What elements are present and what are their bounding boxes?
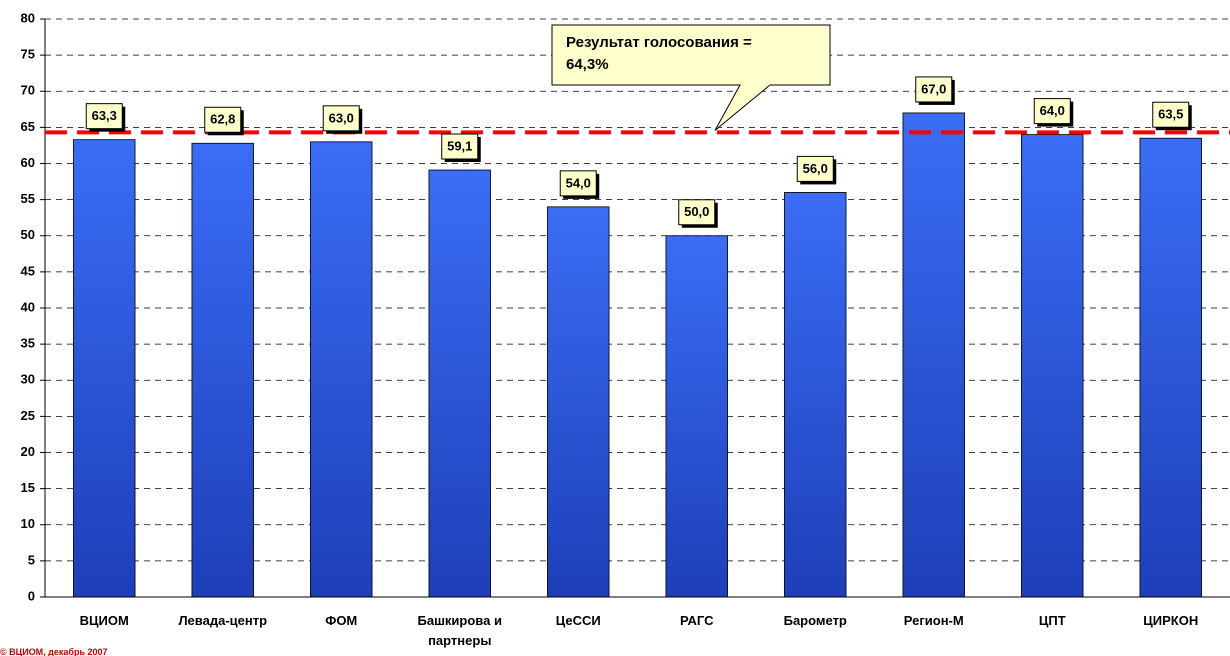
x-tick-label: Башкирова и партнеры — [417, 613, 502, 648]
y-tick-label: 80 — [21, 10, 35, 25]
source-note: © ВЦИОМ, декабрь 2007 — [0, 647, 108, 656]
x-tick-label: ФОМ — [325, 613, 358, 628]
y-tick-label: 75 — [21, 47, 35, 62]
x-tick-label: Барометр — [783, 613, 847, 628]
label-box — [441, 133, 479, 160]
x-tick-label: Левада-центр — [178, 613, 268, 628]
label-box — [915, 76, 953, 103]
y-tick-label: 45 — [21, 263, 35, 278]
y-tick-label: 55 — [21, 191, 35, 206]
y-tick-label: 25 — [21, 408, 35, 423]
x-tick-label: Регион-М — [903, 613, 964, 628]
bar — [73, 139, 136, 598]
bar — [547, 206, 610, 598]
bar — [665, 235, 728, 598]
label-box — [204, 106, 242, 133]
label-box — [1152, 101, 1190, 128]
y-tick-label: 10 — [21, 516, 35, 531]
y-tick-label: 5 — [28, 552, 35, 567]
callout-text: Результат голосования = — [566, 34, 752, 51]
y-tick-label: 65 — [21, 119, 35, 134]
y-tick-label: 30 — [21, 372, 35, 387]
x-tick-label: РАГС — [679, 613, 714, 628]
y-tick-label: 0 — [28, 588, 35, 603]
label-box — [85, 103, 123, 130]
data-label: 63,3 — [92, 108, 117, 123]
y-tick-label: 50 — [21, 227, 35, 242]
data-label: 64,0 — [1040, 103, 1065, 118]
x-tick-label: ВЦИОМ — [79, 613, 129, 628]
data-label: 54,0 — [566, 175, 591, 190]
y-tick-label: 20 — [21, 444, 35, 459]
y-tick-label: 35 — [21, 336, 35, 351]
data-label: 62,8 — [210, 112, 235, 127]
x-tick-label: ЦПТ — [1038, 613, 1066, 628]
data-label: 50,0 — [684, 204, 709, 219]
y-tick-label: 60 — [21, 155, 35, 170]
data-label: 56,0 — [803, 161, 828, 176]
y-tick-label: 15 — [21, 480, 35, 495]
bar — [428, 169, 491, 598]
label-box — [322, 105, 360, 132]
label-box — [559, 170, 597, 197]
bar — [191, 142, 254, 598]
bar — [1021, 134, 1084, 598]
data-label: 67,0 — [921, 81, 946, 96]
label-box — [678, 199, 716, 226]
bar — [1139, 137, 1202, 598]
data-label: 63,0 — [329, 110, 354, 125]
x-tick-label: ЦИРКОН — [1143, 613, 1199, 628]
bar — [784, 191, 847, 598]
y-tick-label: 40 — [21, 299, 35, 314]
x-tick-label: ЦеССИ — [555, 613, 601, 628]
callout-text: 64,3% — [566, 56, 609, 73]
y-tick-label: 70 — [21, 83, 35, 98]
label-box — [1033, 98, 1071, 125]
data-label: 63,5 — [1158, 107, 1183, 122]
data-label: 59,1 — [447, 138, 472, 153]
bar — [902, 112, 965, 598]
label-box — [796, 155, 834, 182]
callout — [551, 24, 831, 131]
bar — [310, 141, 373, 598]
